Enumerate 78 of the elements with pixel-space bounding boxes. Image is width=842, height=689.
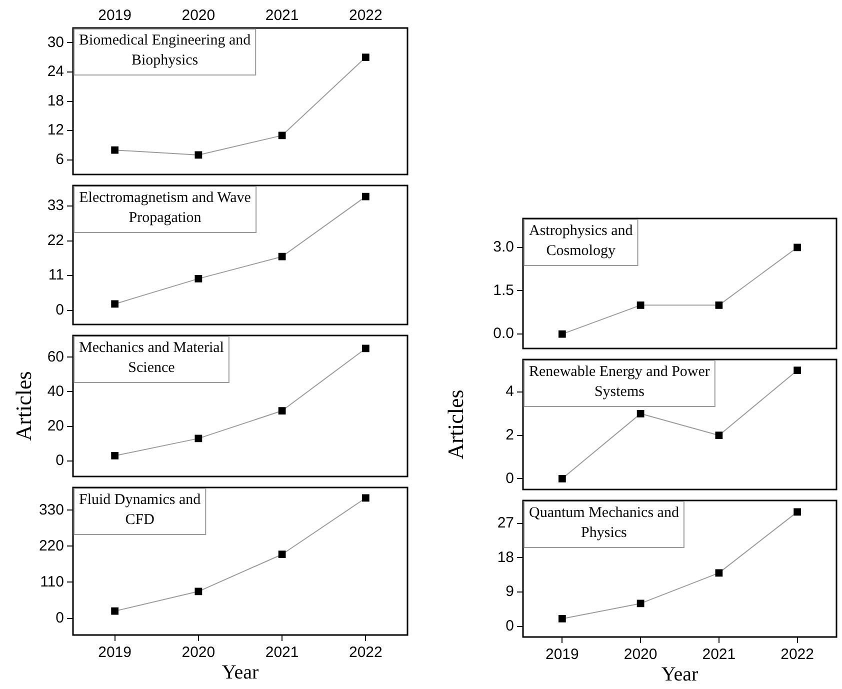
y-tick-label: 0	[56, 301, 64, 318]
text: Biomedical Engineering and Biophysics	[78, 32, 252, 68]
y-tick-label: 3.0	[493, 238, 514, 256]
y-tick-label: 330	[38, 501, 64, 518]
x-tick-label: 2022	[349, 644, 382, 662]
point	[794, 366, 801, 374]
x-axis-title: Year	[222, 661, 260, 684]
point	[194, 151, 202, 159]
point	[558, 330, 566, 338]
point	[715, 432, 723, 440]
x-tick-label: 2021	[702, 646, 736, 664]
y-tick-label: 11	[48, 266, 64, 284]
text: Renewable Energy and Power Systems	[528, 364, 710, 400]
y-tick-label: 33	[47, 197, 64, 214]
x-tick-label: 2020	[182, 644, 216, 662]
x-tick-label: 2021	[265, 644, 299, 662]
x-axis-title: Year	[661, 663, 699, 686]
point	[362, 192, 370, 200]
x-tick-label: 2019	[98, 644, 132, 662]
y-tick-label: 9	[506, 583, 514, 600]
y-tick-label: 20	[47, 417, 64, 434]
y-tick-label: 6	[56, 150, 64, 168]
y-tick-label: 110	[40, 573, 64, 590]
point	[794, 244, 801, 252]
y-tick-label: 0	[506, 617, 514, 634]
point	[111, 300, 118, 308]
x-tick-label: 2022	[780, 646, 814, 664]
point	[715, 301, 723, 309]
y-tick-label: 220	[38, 537, 64, 554]
y-tick-label: 0	[56, 609, 64, 626]
y-tick-label: 60	[47, 348, 64, 366]
y-tick-label: 0	[56, 452, 64, 470]
y-tick-label: 18	[47, 92, 64, 110]
point	[278, 407, 286, 414]
x-tick-label: 2022	[349, 7, 382, 24]
point	[111, 452, 118, 460]
point	[194, 434, 202, 442]
point	[558, 615, 566, 622]
y-tick-label: 24	[47, 63, 64, 80]
point	[636, 600, 644, 608]
x-tick-label: 2019	[98, 7, 132, 24]
x-tick-label: 2021	[265, 7, 299, 24]
y-axis-title: Articles	[10, 371, 36, 441]
point	[194, 275, 202, 282]
x-tick-label: 2020	[182, 7, 216, 24]
point	[278, 550, 286, 558]
y-tick-label: 30	[47, 34, 64, 51]
y-tick-label: 12	[47, 122, 64, 139]
y-axis-title: Articles	[442, 390, 468, 460]
point	[715, 569, 723, 577]
y-tick-label: 27	[497, 514, 514, 532]
y-tick-label: 1.5	[493, 282, 514, 299]
text: Astrophysics and Cosmology	[528, 222, 634, 259]
x-tick-label: 2019	[546, 646, 579, 664]
point	[636, 410, 644, 418]
point	[636, 301, 644, 309]
text: Electromagnetism and Wave Propagation	[79, 190, 252, 226]
text: Mechanics and Material Science	[78, 340, 224, 376]
point	[111, 146, 118, 154]
point	[362, 344, 370, 352]
point	[558, 474, 566, 482]
point	[278, 252, 286, 260]
point	[194, 588, 202, 596]
y-tick-label: 40	[47, 382, 64, 400]
point	[111, 607, 118, 615]
point	[278, 132, 286, 140]
y-tick-label: 0	[506, 470, 514, 487]
point	[362, 54, 370, 61]
y-tick-label: 18	[497, 548, 514, 566]
y-tick-label: 2	[506, 426, 514, 444]
y-tick-label: 4	[506, 383, 514, 400]
y-tick-label: 0.0	[493, 325, 514, 342]
text: Quantum Mechanics and Physics	[528, 504, 680, 541]
text: Fluid Dynamics and CFD	[79, 492, 202, 528]
x-tick-label: 2020	[624, 646, 658, 664]
point	[794, 508, 801, 516]
y-tick-label: 22	[47, 232, 64, 249]
point	[362, 494, 370, 502]
